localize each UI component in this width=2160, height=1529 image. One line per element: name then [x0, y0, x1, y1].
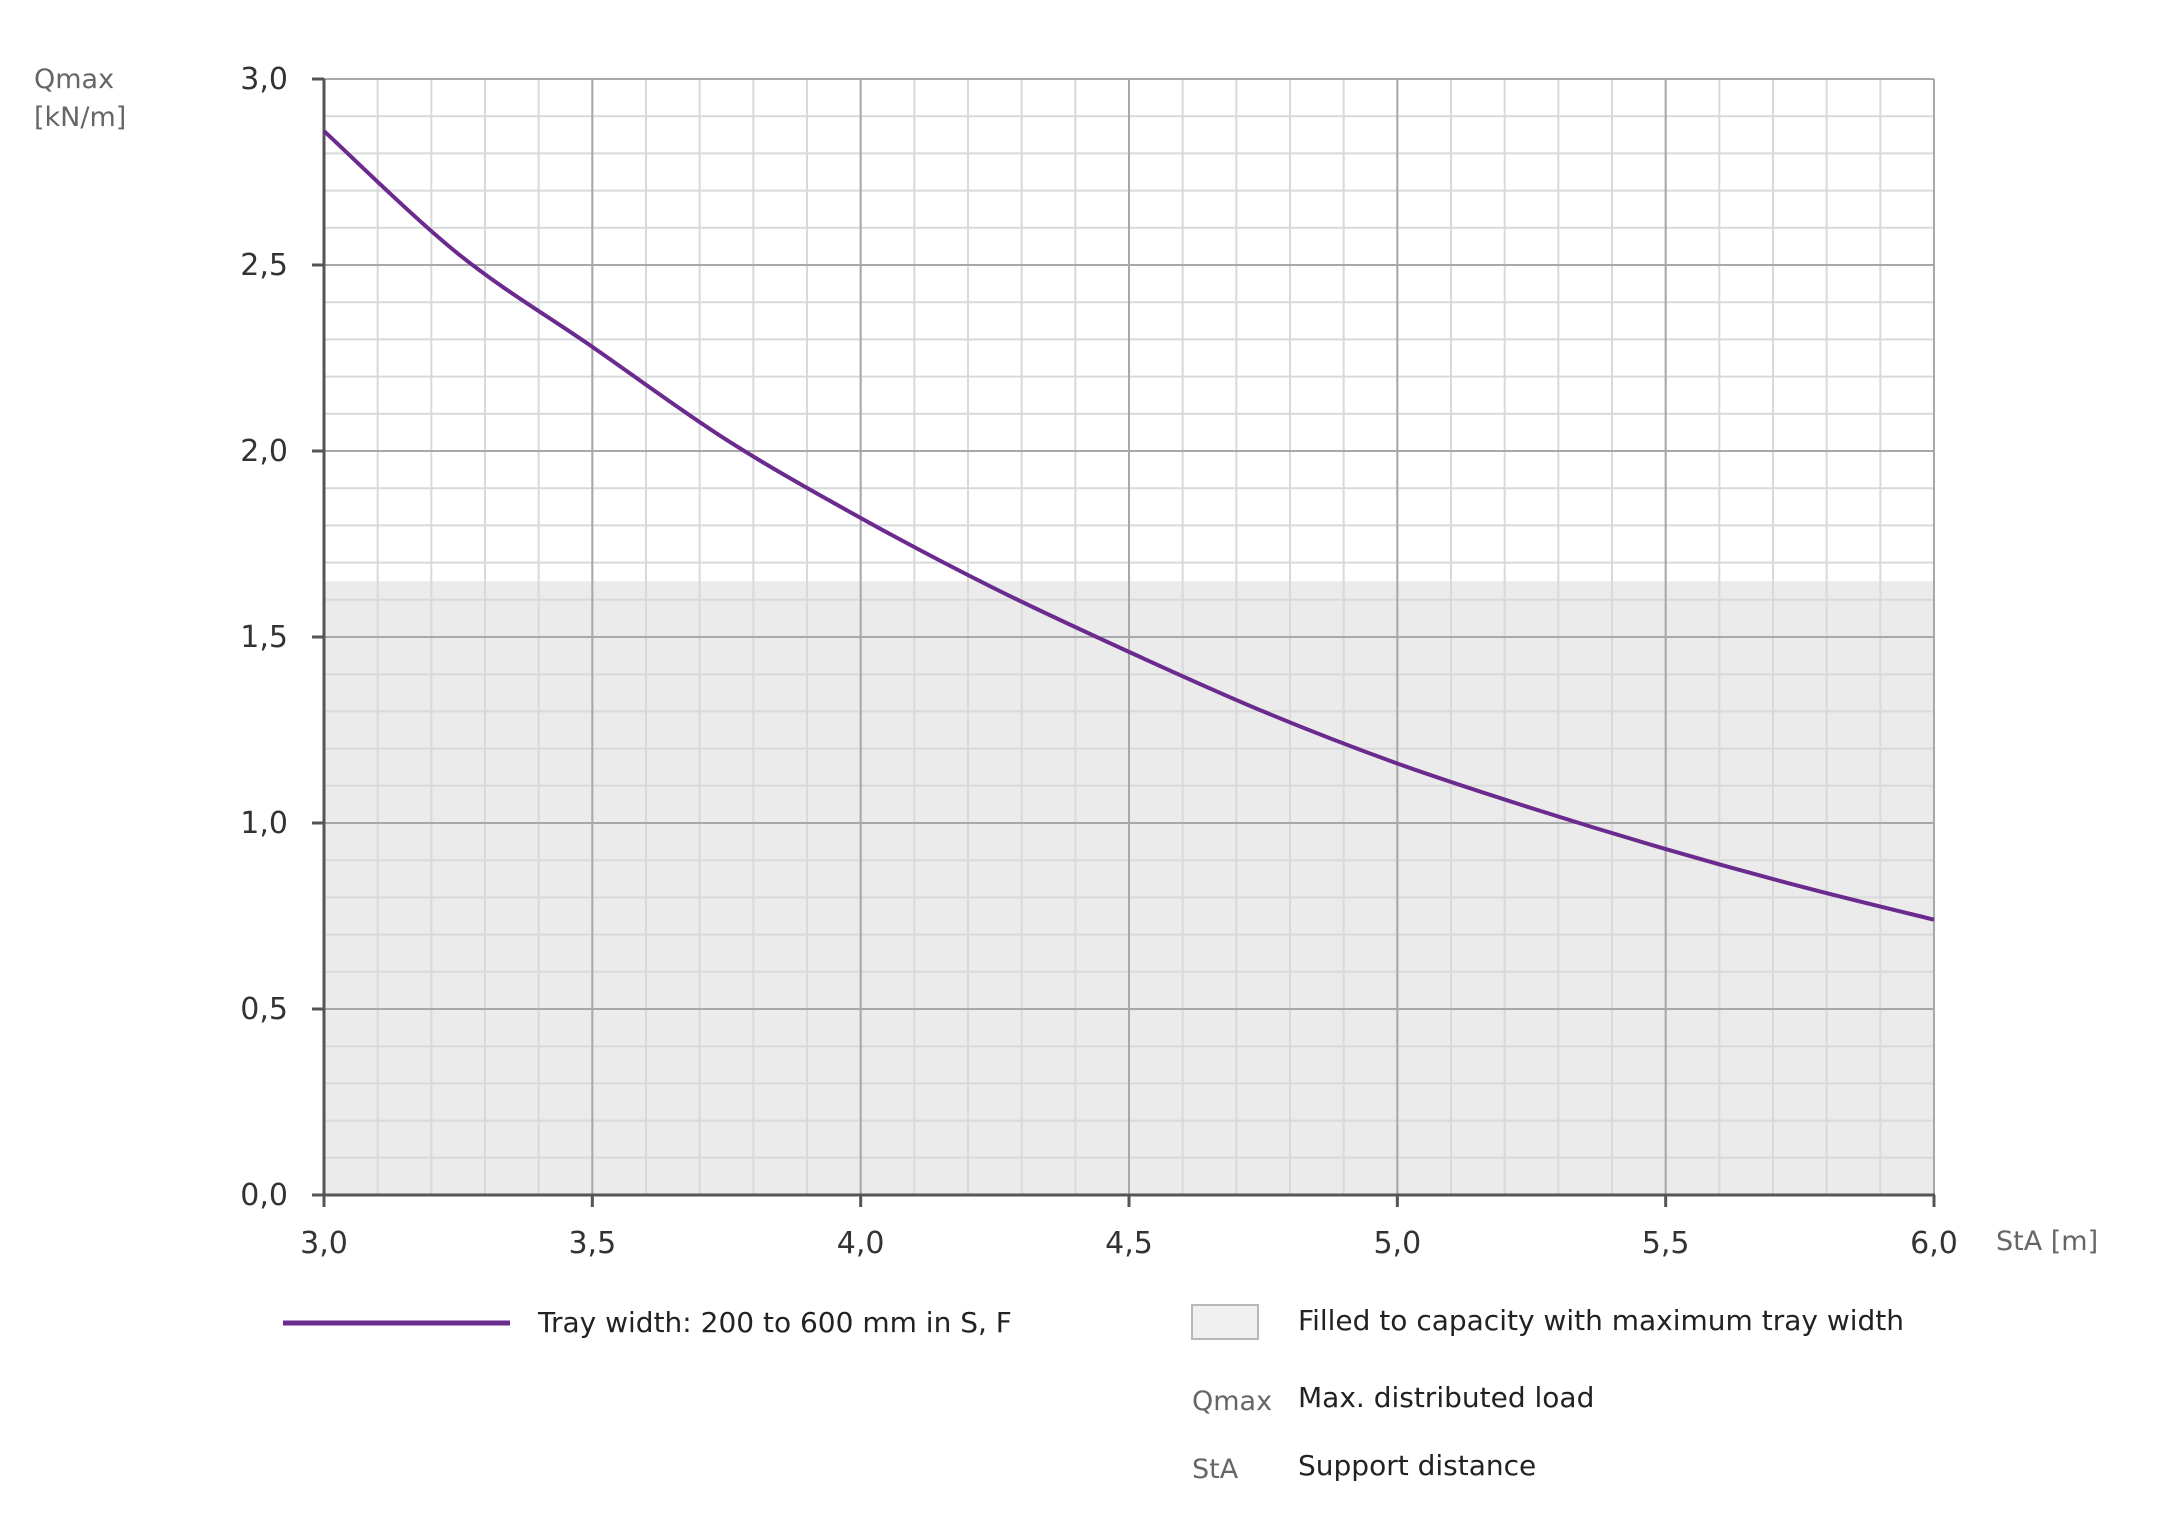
x-tick-label: 3,0 [300, 1226, 348, 1261]
legend-def-text-sta: Support distance [1298, 1449, 1536, 1482]
legend-def-text-qmax: Max. distributed load [1298, 1381, 1594, 1414]
y-tick-label: 3,0 [240, 62, 288, 97]
y-tick-label: 1,0 [240, 806, 288, 841]
legend-series-label: Tray width: 200 to 600 mm in S, F [537, 1306, 1012, 1339]
y-tick-label: 2,5 [240, 248, 288, 283]
y-tick-label: 1,5 [240, 620, 288, 655]
y-tick-label: 0,0 [240, 1178, 288, 1213]
legend-def-abbr-qmax: Qmax [1192, 1386, 1272, 1417]
x-tick-label: 4,0 [837, 1226, 885, 1261]
x-tick-label: 5,0 [1373, 1226, 1421, 1261]
legend: Tray width: 200 to 600 mm in S, F Filled… [283, 1304, 1904, 1485]
y-tick-label: 2,0 [240, 434, 288, 469]
series-line [322, 129, 1935, 922]
y-axis-title-line2: [kN/m] [34, 102, 126, 133]
x-tick-label: 4,5 [1105, 1226, 1153, 1261]
x-axis-title: StA [m] [1996, 1226, 2098, 1257]
y-tick-labels: 0,0 0,5 1,0 1,5 2,0 2,5 3,0 [240, 62, 288, 1213]
x-tick-label: 3,5 [568, 1226, 616, 1261]
major-grid [323, 78, 1935, 1196]
x-tick-label: 5,5 [1642, 1226, 1690, 1261]
x-tick-label: 6,0 [1910, 1226, 1958, 1261]
axes [312, 77, 1936, 1207]
y-tick-label: 0,5 [240, 992, 288, 1027]
series-layer [322, 129, 1935, 922]
y-axis-title-line1: Qmax [34, 64, 114, 95]
legend-filled-swatch [1191, 1304, 1259, 1340]
x-tick-labels: 3,0 3,5 4,0 4,5 5,0 5,5 6,0 [300, 1226, 1958, 1261]
legend-filled-label: Filled to capacity with maximum tray wid… [1298, 1304, 1904, 1337]
legend-def-abbr-sta: StA [1192, 1454, 1239, 1485]
